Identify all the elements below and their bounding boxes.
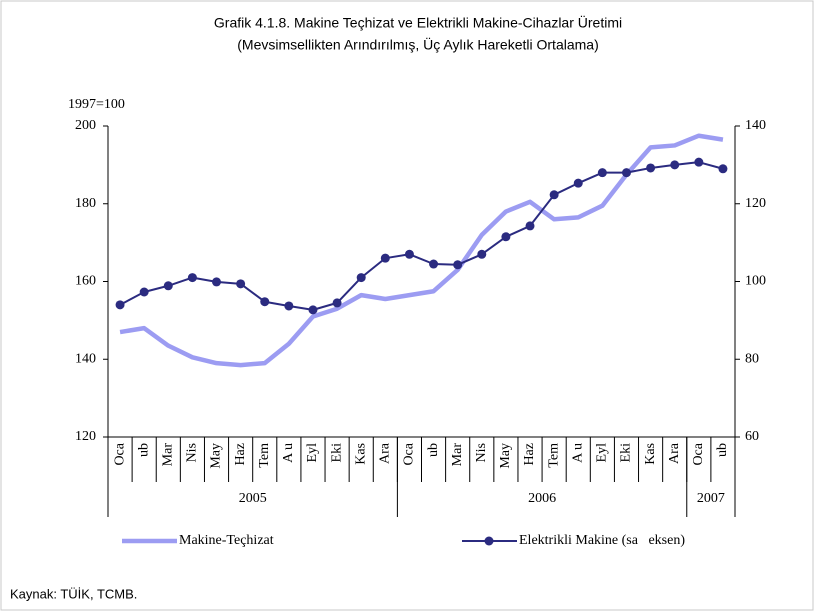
series-marker <box>284 301 294 311</box>
x-tick-label: Mar <box>450 443 465 467</box>
legend-marker <box>484 536 494 546</box>
series-marker <box>429 259 439 269</box>
legend-label: Elektrikli Makine (sa eksen) <box>519 533 685 548</box>
x-tick-label: Nis <box>474 443 489 462</box>
x-tick-label: Kas <box>353 443 368 465</box>
series-marker <box>380 253 390 263</box>
series-marker <box>573 178 583 188</box>
x-tick-label: Haz <box>233 443 248 466</box>
y2-tick-label: 80 <box>745 351 759 366</box>
series-marker <box>139 287 149 297</box>
series-marker <box>501 232 511 242</box>
x-tick-label: ub <box>426 443 441 457</box>
legend-label: Makine-Teçhizat <box>179 533 274 548</box>
x-tick-label: Tem <box>546 443 561 468</box>
x-tick-label: May <box>498 443 513 469</box>
series-marker <box>212 277 222 287</box>
x-tick-label: Nis <box>185 443 200 462</box>
chart-title: Grafik 4.1.8. Makine Teçhizat ve Elektri… <box>214 14 622 31</box>
x-tick-label: Oca <box>402 442 417 465</box>
x-tick-label: May <box>209 443 224 469</box>
series-marker <box>187 273 197 283</box>
x-tick-label: Ara <box>667 442 682 464</box>
y-axis-label: 1997=100 <box>68 97 125 112</box>
x-tick-label: Eyl <box>305 443 320 463</box>
series-marker <box>694 157 704 167</box>
series-line <box>119 133 724 368</box>
x-tick-label: Oca <box>691 442 706 465</box>
year-label: 2007 <box>697 491 725 506</box>
series-marker <box>115 300 125 310</box>
x-tick-label: ub <box>136 443 151 457</box>
chart-subtitle: (Mevsimsellikten Arındırılmış, Üç Aylık … <box>237 36 599 53</box>
x-tick-label: Kas <box>643 443 658 465</box>
series-marker <box>356 273 366 283</box>
year-label: 2005 <box>239 491 267 506</box>
y-tick-label: 140 <box>75 351 96 366</box>
x-tick-label: Eki <box>329 443 344 463</box>
x-tick-label: Mar <box>161 443 176 467</box>
series-marker <box>597 168 607 178</box>
series-marker <box>163 281 173 291</box>
y2-tick-label: 140 <box>745 118 766 133</box>
series-marker <box>453 260 463 270</box>
series-marker <box>718 164 728 174</box>
y2-tick-label: 120 <box>745 196 766 211</box>
x-tick-label: ub <box>715 443 730 457</box>
source: Kaynak: TÜİK, TCMB. <box>10 586 137 601</box>
x-tick-label: Oca <box>112 442 127 465</box>
series-marker <box>236 279 246 289</box>
series-marker <box>549 190 559 200</box>
y-tick-label: 160 <box>75 274 96 289</box>
x-tick-label: Ara <box>378 442 393 464</box>
y2-tick-label: 100 <box>745 274 766 289</box>
series-marker <box>332 298 342 308</box>
y-tick-label: 200 <box>75 118 96 133</box>
y-tick-label: 180 <box>75 196 96 211</box>
x-tick-label: Eyl <box>595 443 610 463</box>
series-marker <box>308 305 318 315</box>
series-marker <box>260 297 270 307</box>
y-tick-label: 120 <box>75 429 96 444</box>
series-marker <box>525 221 535 231</box>
series-marker <box>646 163 656 173</box>
series-marker <box>621 168 631 178</box>
x-tick-label: Haz <box>522 443 537 466</box>
x-tick-label: A u <box>570 443 585 463</box>
x-tick-label: A u <box>281 443 296 463</box>
year-label: 2006 <box>528 491 556 506</box>
series-marker <box>404 249 414 259</box>
series-marker <box>670 160 680 170</box>
y2-tick-label: 60 <box>745 429 759 444</box>
x-tick-label: Eki <box>619 443 634 463</box>
series-marker <box>477 249 487 259</box>
x-tick-label: Tem <box>257 443 272 468</box>
